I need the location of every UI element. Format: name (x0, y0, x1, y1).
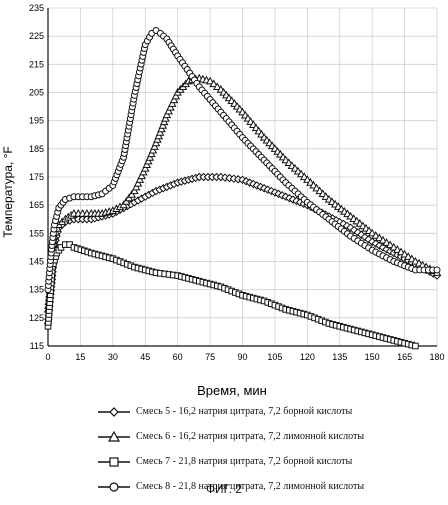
y-tick-label-0: 115 (30, 341, 44, 351)
chart: 0 15 30 45 60 75 90 105 120 135 150 165 180 115 125 13… (0, 0, 448, 400)
y-axis-label: Температура, °F (1, 146, 15, 237)
x-tick-label-3: 45 (140, 352, 150, 362)
y-tick-label-2: 135 (29, 285, 44, 295)
x-tick-label-1: 15 (75, 352, 85, 362)
y-tick-label-4: 155 (29, 228, 44, 238)
x-tick-labels: 0 15 30 45 60 75 90 105 120 135 150 165 180 (45, 352, 444, 362)
legend-item: Смесь 5 - 16,2 натрия цитрата, 7,2 борно… (96, 405, 436, 430)
x-tick-label-11: 165 (397, 352, 412, 362)
legend-label: Смесь 7 - 21,8 натрия цитрата, 7,2 борно… (136, 455, 352, 469)
x-tick-label-10: 150 (365, 352, 380, 362)
data-point-circle (434, 267, 440, 273)
legend-label: Смесь 5 - 16,2 натрия цитрата, 7,2 борно… (136, 405, 352, 419)
x-tick-label-6: 90 (237, 352, 247, 362)
legend-item: Смесь 7 - 21,8 натрия цитрата, 7,2 борно… (96, 455, 436, 480)
data-point-square (413, 343, 419, 349)
x-tick-label-2: 30 (108, 352, 118, 362)
y-tick-label-8: 195 (29, 116, 44, 126)
x-tick-label-9: 135 (332, 352, 347, 362)
y-tick-label-12: 235 (29, 3, 44, 13)
x-tick-label-0: 0 (45, 352, 50, 362)
x-tick-label-12: 180 (429, 352, 444, 362)
figure-caption: ФИГ. 2 (0, 482, 448, 496)
y-tick-label-6: 175 (29, 172, 44, 182)
x-tick-label-5: 75 (205, 352, 215, 362)
y-tick-label-10: 215 (29, 59, 44, 69)
y-tick-label-7: 185 (29, 144, 44, 154)
legend-marker-diamond (96, 405, 132, 419)
y-tick-label-9: 205 (29, 88, 44, 98)
x-tick-label-8: 120 (300, 352, 315, 362)
legend-marker-triangle (96, 430, 132, 444)
x-axis-label: Время, мин (197, 383, 267, 398)
x-tick-label-7: 105 (267, 352, 282, 362)
y-tick-label-5: 165 (29, 200, 44, 210)
series-square (45, 242, 418, 349)
y-tick-label-1: 125 (29, 313, 44, 323)
legend-label: Смесь 6 - 16,2 натрия цитрата, 7,2 лимон… (136, 430, 364, 444)
y-tick-labels: 115 125 135 145 155 165 175 185 195 205 215 225 235 (29, 3, 44, 351)
legend-item: Смесь 6 - 16,2 натрия цитрата, 7,2 лимон… (96, 430, 436, 455)
legend-marker-square (96, 455, 132, 469)
x-tick-label-4: 60 (173, 352, 183, 362)
y-tick-label-11: 225 (29, 31, 44, 41)
y-tick-label-3: 145 (29, 257, 44, 267)
